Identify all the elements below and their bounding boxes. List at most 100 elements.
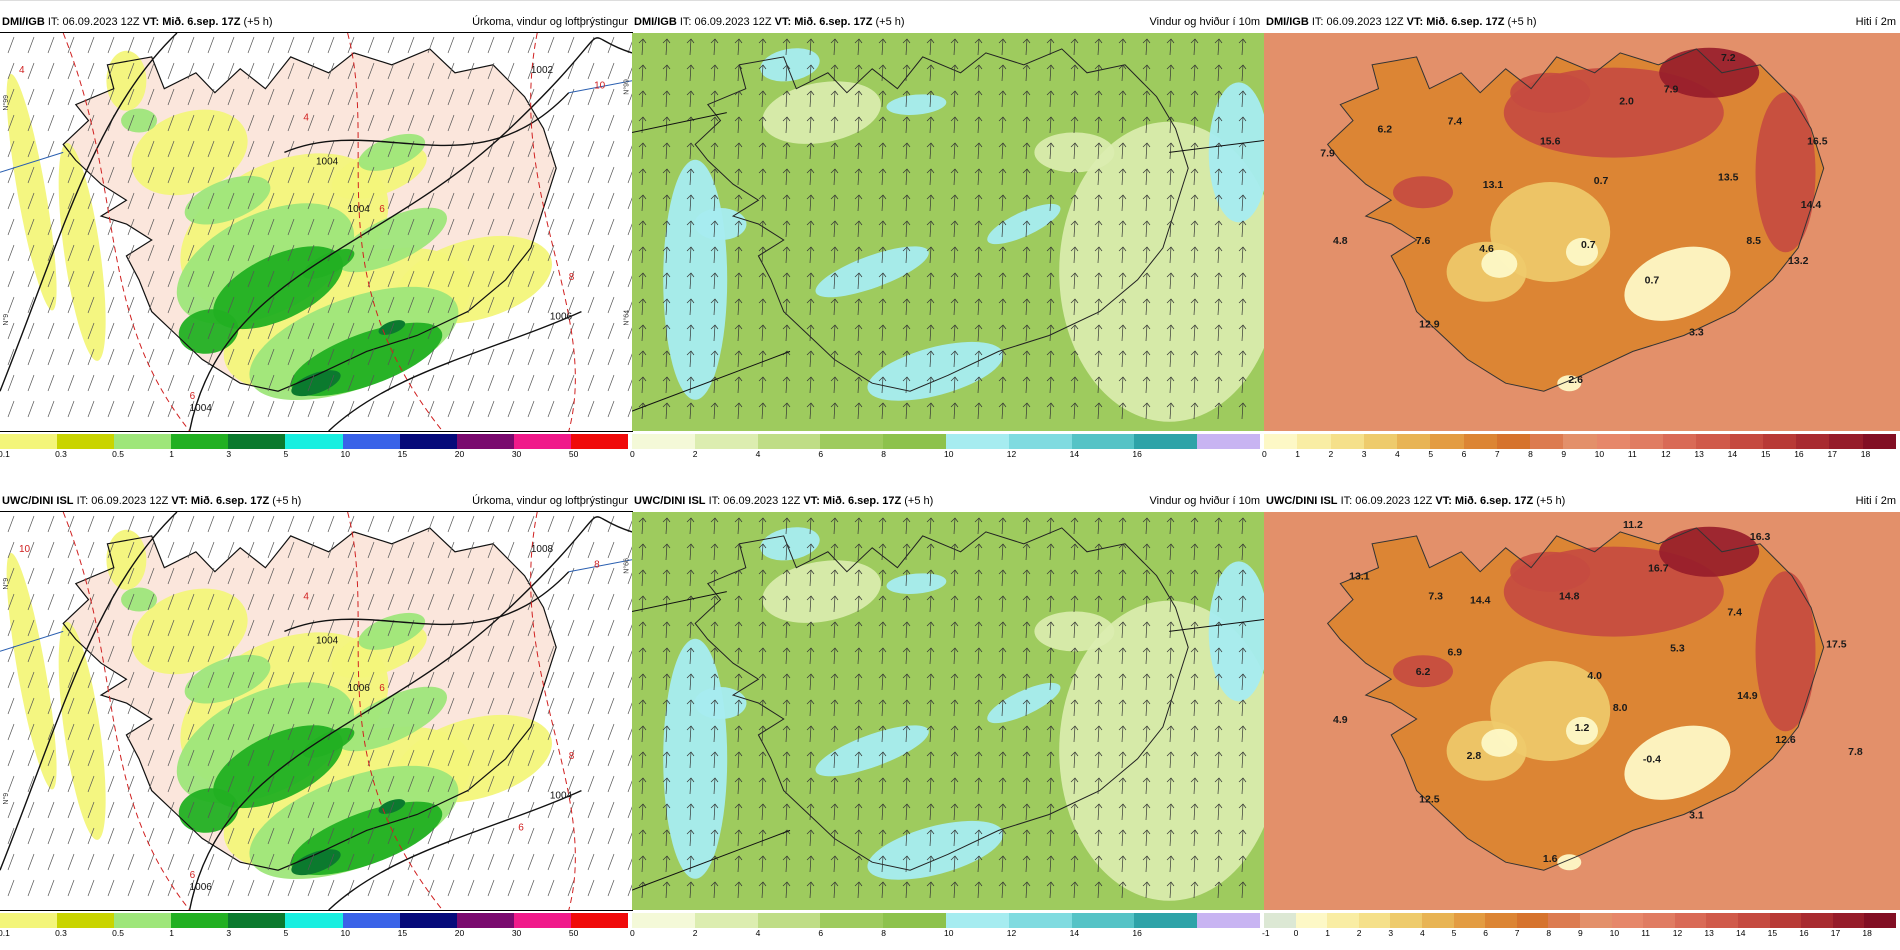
wind-barb (267, 270, 275, 288)
colorbar-swatch (1729, 434, 1764, 449)
wind-barb (427, 567, 435, 585)
wind-arrow (1217, 543, 1220, 561)
wind-barb (607, 192, 615, 210)
wind-arrowhead (830, 543, 839, 549)
wind-arrow (713, 803, 716, 821)
wind-arrow (977, 777, 980, 795)
wind-arrowhead (758, 142, 767, 148)
wind-barb (107, 515, 115, 533)
wind-barb (407, 801, 415, 819)
wind-arrowhead (758, 595, 767, 601)
wind-arrow (1121, 751, 1124, 769)
wind-barb (527, 775, 535, 793)
wind-arrow (1193, 272, 1196, 290)
wind-arrowhead (1166, 725, 1175, 731)
wind-arrow (977, 168, 980, 186)
wind-barb (27, 697, 35, 715)
wind-barb (27, 36, 35, 54)
wind-barb (607, 88, 615, 106)
wind-barb (387, 697, 395, 715)
wind-arrow (809, 298, 812, 316)
wind-barb (187, 114, 195, 132)
temp-area-cold (1624, 725, 1731, 800)
wind-arrowhead (1118, 350, 1127, 356)
wind-arrow (809, 142, 812, 160)
wind-arrowhead (998, 621, 1007, 627)
wind-arrow (665, 569, 668, 587)
wind-arrow (1049, 90, 1052, 108)
wind-arrowhead (1166, 376, 1175, 382)
wind-arrow (689, 881, 692, 899)
colorbar-tick-label: 12 (1006, 449, 1017, 459)
wind-arrow (833, 298, 836, 316)
wind-barb (27, 322, 35, 340)
wind-arrow (1241, 90, 1244, 108)
wind-barb (207, 853, 215, 871)
wind-barb (227, 140, 235, 158)
wind-barb (27, 801, 35, 819)
wind-barb (487, 400, 495, 418)
wind-barb (387, 593, 395, 611)
wind-barb (367, 36, 375, 54)
precip-area-light (58, 142, 106, 361)
wind-barb (347, 749, 355, 767)
wind-barb (627, 327, 632, 340)
init-time: IT: 06.09.2023 12Z (76, 495, 169, 507)
wind-arrowhead (734, 673, 743, 679)
wind-arrow (641, 855, 644, 873)
wind-arrow (713, 168, 716, 186)
latitude-label: N°9 (2, 578, 10, 590)
panel-header: DMI/IGB IT: 06.09.2023 12Z VT: Mið. 6.se… (1264, 11, 1900, 33)
isobar-label: 1004 (190, 403, 213, 414)
wind-barb (27, 88, 35, 106)
wind-arrowhead (662, 64, 671, 70)
wind-arrow (689, 751, 692, 769)
wind-arrowhead (758, 803, 767, 809)
wind-arrowhead (926, 116, 935, 122)
wind-arrow (1025, 38, 1028, 56)
map-area (632, 512, 1264, 910)
wind-arrow (1073, 803, 1076, 821)
wind-barb (107, 671, 115, 689)
graticule-line (568, 80, 632, 94)
wind-arrow (833, 116, 836, 134)
wind-arrow (1073, 90, 1076, 108)
colorbar-swatch (228, 913, 286, 928)
wind-barb (347, 723, 355, 741)
wind-arrowhead (734, 829, 743, 835)
wind-arrowhead (902, 142, 911, 148)
wind-barb (367, 697, 375, 715)
wind-barb (167, 192, 175, 210)
wind-arrow (1001, 142, 1004, 160)
wind-barb (207, 697, 215, 715)
wind-barb (267, 62, 275, 80)
wind-arrowhead (1118, 673, 1127, 679)
wind-barb (407, 36, 415, 54)
wind-arrowhead (1142, 168, 1151, 174)
wind-barb (607, 270, 615, 288)
wind-arrow (953, 246, 956, 264)
wind-arrow (761, 595, 764, 613)
wind-arrow (1049, 699, 1052, 717)
wind-barb (247, 322, 255, 340)
wind-arrowhead (950, 855, 959, 861)
wind-barb (607, 671, 615, 689)
wind-arrowhead (1190, 543, 1199, 549)
wind-arrowhead (902, 647, 911, 653)
colorbar-tick-label: 0.1 (0, 928, 10, 938)
wind-arrowhead (638, 647, 647, 653)
wind-arrowhead (710, 142, 719, 148)
wind-arrowhead (782, 699, 791, 705)
wind-barb (327, 827, 335, 845)
wind-arrowhead (974, 725, 983, 731)
isobar-label: 1008 (531, 544, 554, 555)
wind-barb (587, 853, 595, 871)
wind-arrow (641, 569, 644, 587)
colorbar-swatch (114, 434, 172, 449)
wind-barb (127, 114, 135, 132)
wind-arrow (905, 38, 908, 56)
wind-arrowhead (1022, 569, 1031, 575)
wind-arrowhead (806, 777, 815, 783)
wind-arrowhead (830, 402, 839, 408)
wind-arrow (953, 194, 956, 212)
